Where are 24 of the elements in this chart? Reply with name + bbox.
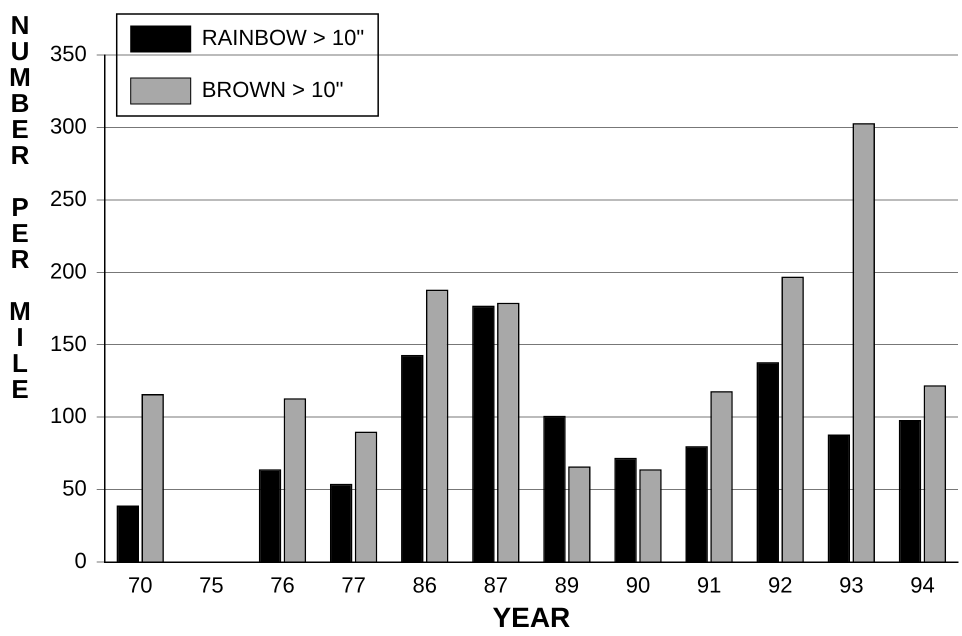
x-tick-label: 77 bbox=[341, 572, 366, 598]
y-tick-label: 100 bbox=[50, 403, 87, 428]
y-tick-label: 250 bbox=[50, 186, 87, 211]
legend-label: BROWN > 10" bbox=[202, 77, 344, 102]
y-tick-label: 150 bbox=[50, 330, 87, 356]
x-tick-label: 91 bbox=[696, 572, 722, 598]
y-tick-label: 50 bbox=[62, 476, 87, 501]
x-tick-label: 70 bbox=[128, 572, 152, 598]
y-axis-title: NUMBER PER MILE bbox=[4, 10, 36, 400]
x-tick-label: 93 bbox=[839, 572, 864, 598]
x-tick-label: 76 bbox=[270, 572, 295, 598]
x-axis-title: YEAR bbox=[492, 602, 570, 633]
y-tick-label: 300 bbox=[50, 113, 87, 138]
x-tick-label: 90 bbox=[626, 572, 650, 598]
x-tick-label: 92 bbox=[768, 572, 792, 598]
y-tick-label: 350 bbox=[50, 41, 87, 66]
x-tick-label: 75 bbox=[199, 572, 224, 598]
x-tick-label: 94 bbox=[910, 572, 935, 598]
legend-label: RAINBOW > 10" bbox=[202, 25, 364, 50]
x-tick-label: 89 bbox=[554, 572, 580, 598]
x-tick-label: 86 bbox=[412, 572, 437, 598]
y-tick-label: 0 bbox=[74, 548, 87, 574]
x-tick-label: 87 bbox=[484, 572, 508, 598]
y-tick-label: 200 bbox=[50, 258, 87, 284]
